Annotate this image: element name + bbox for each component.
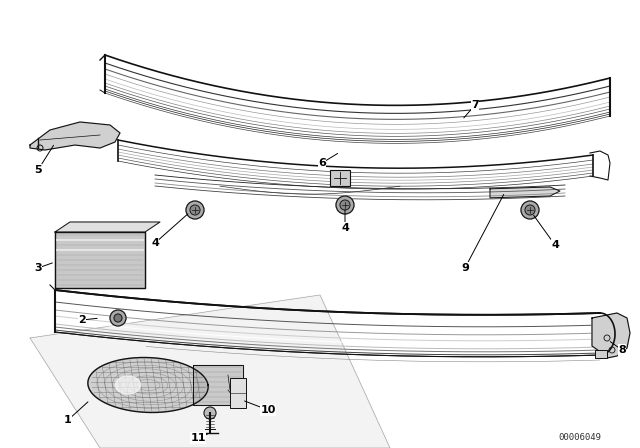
Circle shape <box>110 310 126 326</box>
Text: 6: 6 <box>318 158 326 168</box>
Circle shape <box>204 407 216 419</box>
Bar <box>230 378 246 408</box>
Polygon shape <box>592 313 630 358</box>
Text: 7: 7 <box>471 100 479 110</box>
Polygon shape <box>88 358 208 413</box>
Polygon shape <box>55 222 160 232</box>
Text: 1: 1 <box>64 415 72 425</box>
Bar <box>330 169 350 185</box>
Text: 4: 4 <box>341 223 349 233</box>
Circle shape <box>190 205 200 215</box>
Text: 00006049: 00006049 <box>559 434 602 443</box>
Polygon shape <box>30 122 120 150</box>
Polygon shape <box>30 295 390 448</box>
Polygon shape <box>55 232 145 288</box>
Circle shape <box>340 200 350 210</box>
Circle shape <box>114 314 122 322</box>
Circle shape <box>336 196 354 214</box>
Text: 5: 5 <box>34 165 42 175</box>
Circle shape <box>521 201 539 219</box>
Bar <box>595 350 607 358</box>
Text: 4: 4 <box>551 240 559 250</box>
Text: 10: 10 <box>260 405 276 415</box>
Text: 11: 11 <box>190 433 205 443</box>
Polygon shape <box>193 365 243 405</box>
Text: 8: 8 <box>618 345 626 355</box>
Text: 9: 9 <box>461 263 469 273</box>
Text: 2: 2 <box>78 315 86 325</box>
Circle shape <box>186 201 204 219</box>
Ellipse shape <box>115 376 141 394</box>
Text: 4: 4 <box>151 238 159 248</box>
Polygon shape <box>490 187 560 198</box>
Circle shape <box>525 205 535 215</box>
Text: 3: 3 <box>34 263 42 273</box>
